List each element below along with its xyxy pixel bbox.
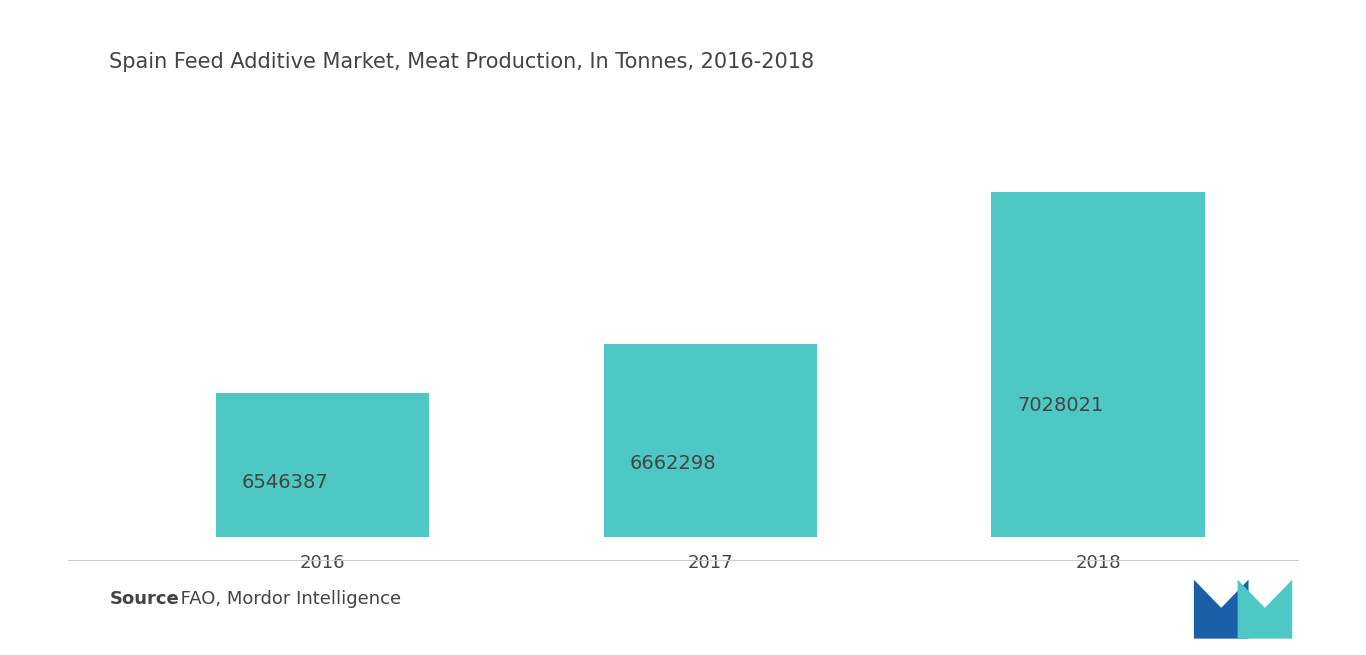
Bar — [604, 345, 817, 655]
Text: Spain Feed Additive Market, Meat Production, In Tonnes, 2016-2018: Spain Feed Additive Market, Meat Product… — [109, 52, 814, 73]
Text: 7028021: 7028021 — [1018, 396, 1104, 415]
Text: : FAO, Mordor Intelligence: : FAO, Mordor Intelligence — [163, 590, 400, 608]
Text: Source: Source — [109, 590, 179, 608]
Bar — [992, 192, 1205, 655]
Text: 6546387: 6546387 — [242, 473, 328, 492]
Text: 6662298: 6662298 — [630, 455, 716, 474]
Bar — [216, 393, 429, 655]
